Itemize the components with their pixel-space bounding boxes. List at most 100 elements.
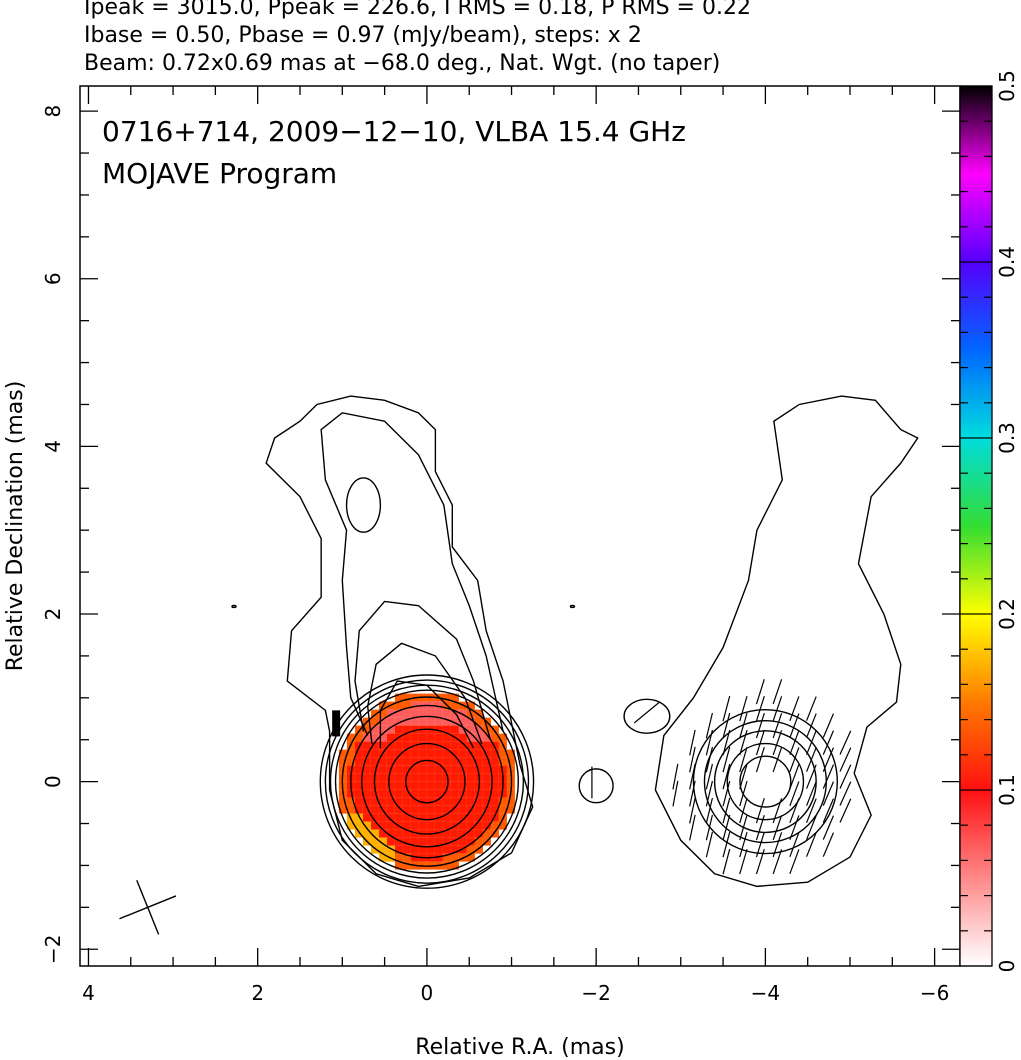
polarization-pixel: [442, 717, 451, 726]
polarization-pixel: [506, 757, 515, 766]
colorbar-tick-label: 0.5: [995, 70, 1019, 102]
polarization-pixel: [466, 741, 475, 750]
evpa-vector: [739, 780, 748, 807]
polarization-pixel: [434, 789, 443, 798]
evpa-vector: [789, 849, 800, 875]
polarization-pixel: [418, 765, 427, 774]
evpa-vector: [789, 832, 800, 858]
polarization-pixel: [490, 757, 499, 766]
polarization-pixel: [394, 797, 403, 806]
x-tick-label: −2: [581, 981, 610, 1005]
evpa-vector: [722, 729, 731, 756]
right-small-contour: [578, 768, 614, 804]
polarization-pixel: [410, 725, 419, 734]
colorbar-tick-labels: 0 0.1 0.2 0.3 0.4 0.5: [995, 70, 1019, 972]
polarization-pixel: [482, 757, 491, 766]
polarization-pixel: [490, 805, 499, 814]
polarization-pixel: [370, 821, 379, 830]
polarization-pixel: [434, 701, 443, 710]
polarization-pixel: [386, 837, 395, 846]
polarization-pixel: [410, 757, 419, 766]
polarization-pixel: [354, 741, 363, 750]
polarization-vectors: [591, 679, 852, 875]
right-core-contour: [739, 755, 792, 808]
polarization-pixel: [426, 757, 435, 766]
polarization-pixel: [442, 861, 451, 870]
polarization-pixel: [490, 797, 499, 806]
polarization-pixel: [410, 845, 419, 854]
polarization-pixel: [434, 717, 443, 726]
polarization-pixel: [458, 781, 467, 790]
polarization-pixel: [506, 797, 515, 806]
evpa-vector: [772, 832, 783, 858]
evpa-vector: [772, 730, 783, 756]
polarization-pixel: [386, 733, 395, 742]
polarization-pixel: [498, 821, 507, 830]
polarization-pixel: [378, 789, 387, 798]
polarization-pixel: [394, 789, 403, 798]
polarization-pixel: [434, 749, 443, 758]
evpa-vector: [822, 764, 835, 789]
polarization-pixel: [402, 701, 411, 710]
intensity-contours: [231, 395, 919, 889]
polarization-pixel: [362, 789, 371, 798]
evpa-vector: [772, 747, 783, 773]
polarization-pixel: [402, 749, 411, 758]
polarization-pixel: [474, 717, 483, 726]
polarization-pixel: [442, 741, 451, 750]
right-core-contour: [692, 708, 839, 855]
header-line-1: Ipeak = 3015.0, Ppeak = 226.6, I RMS = 0…: [84, 0, 751, 20]
polarization-pixel: [354, 765, 363, 774]
polarization-pixel: [434, 853, 443, 862]
evpa-vector: [789, 798, 800, 824]
polarization-pixel: [482, 773, 491, 782]
polarization-pixel: [498, 805, 507, 814]
left-core-contour: [319, 674, 535, 889]
polarization-pixel: [434, 765, 443, 774]
evpa-vector: [755, 798, 765, 824]
evpa-vector: [739, 848, 748, 875]
colorbar-tick-label: 0.1: [995, 774, 1019, 806]
speck-contour: [231, 604, 237, 609]
polarization-pixel: [394, 805, 403, 814]
polarization-pixel: [370, 813, 379, 822]
evpa-vector: [822, 730, 835, 755]
right-small-contour: [623, 698, 671, 734]
polarization-pixel: [338, 797, 347, 806]
x-tick-label: 4: [82, 981, 95, 1005]
colorbar-ticks: [960, 85, 992, 967]
plot-title-line-1: 0716+714, 2009−12−10, VLBA 15.4 GHz: [102, 115, 686, 148]
evpa-vector: [789, 781, 800, 807]
polarization-pixel: [474, 741, 483, 750]
polarization-pixel: [498, 757, 507, 766]
polarization-pixel: [410, 701, 419, 710]
polarization-pixel: [450, 829, 459, 838]
polarization-pixel: [482, 749, 491, 758]
polarization-pixel: [386, 797, 395, 806]
polarization-pixel: [346, 789, 355, 798]
polarization-pixel: [362, 757, 371, 766]
y-tick-label: 2: [41, 608, 65, 621]
polarization-pixel: [482, 813, 491, 822]
polarization-pixel: [394, 853, 403, 862]
evpa-vector: [689, 763, 696, 790]
left-jet-inner-contour: [366, 642, 483, 745]
evpa-vector: [755, 679, 765, 705]
evpa-vector: [755, 696, 765, 722]
polarization-pixel: [370, 749, 379, 758]
beam-marker: [119, 880, 177, 935]
polarization-pixel: [474, 837, 483, 846]
polarization-pixel: [386, 813, 395, 822]
right-jet-envelope: [654, 395, 919, 888]
y-tick-label: 0: [41, 775, 65, 788]
polarization-pixel: [490, 765, 499, 774]
polarization-pixel: [450, 701, 459, 710]
polarization-pixel: [378, 821, 387, 830]
polarization-pixel: [426, 813, 435, 822]
evpa-vector: [705, 729, 714, 756]
left-jet-knot: [345, 477, 382, 533]
y-tick-label: 6: [41, 272, 65, 285]
polarization-pixel: [442, 821, 451, 830]
polarization-pixel: [410, 773, 419, 782]
polarization-pixel: [458, 773, 467, 782]
